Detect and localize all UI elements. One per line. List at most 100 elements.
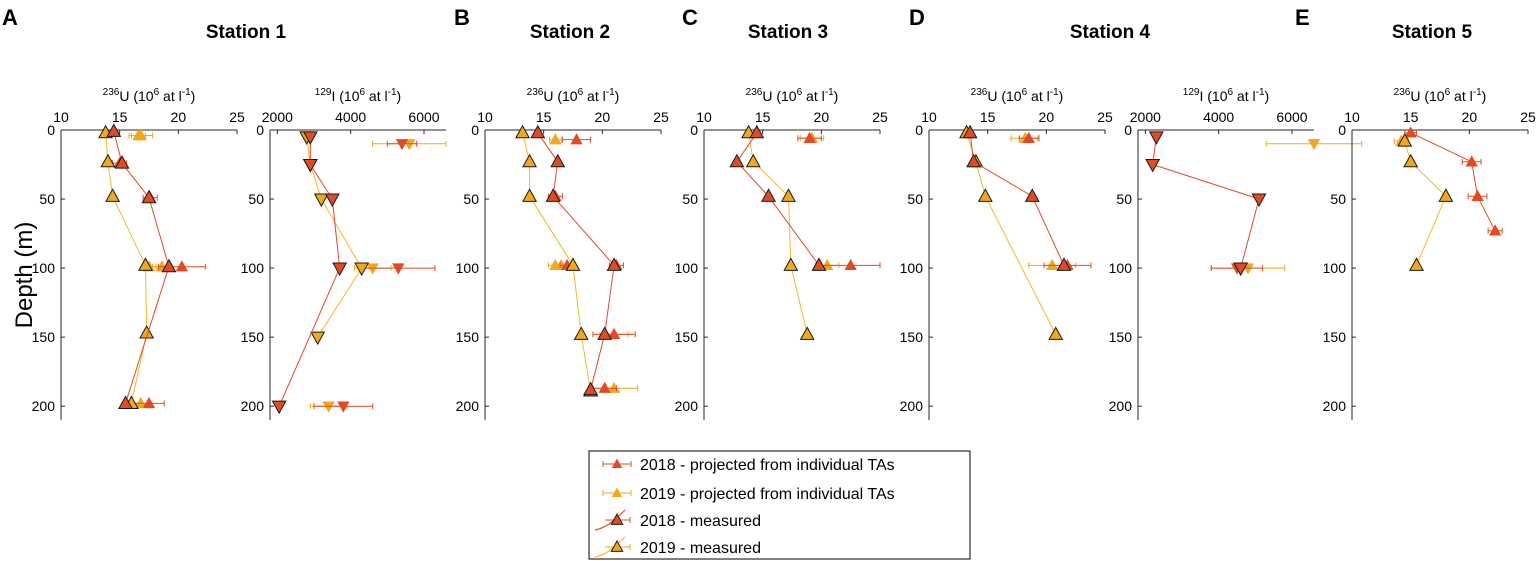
y-tick-label: 200 bbox=[1323, 398, 1347, 414]
data-point bbox=[1471, 189, 1484, 201]
series-2019-measured bbox=[1397, 133, 1454, 271]
x-tick-label: 10 bbox=[53, 109, 69, 125]
y-tick-label: 150 bbox=[456, 329, 480, 345]
data-point bbox=[1022, 131, 1035, 143]
x-axis-title-isotope-mass: 236 bbox=[1394, 87, 1411, 98]
data-point bbox=[302, 131, 318, 145]
series-2019-projected bbox=[309, 139, 447, 413]
legend-label: 2018 - projected from individual TAs bbox=[640, 457, 895, 474]
x-tick-label: 15 bbox=[980, 109, 996, 125]
y-tick-label: 200 bbox=[675, 398, 699, 414]
data-point bbox=[118, 395, 134, 409]
x-tick-label: 2000 bbox=[1130, 109, 1161, 125]
y-tick-label: 100 bbox=[900, 260, 924, 276]
data-point bbox=[799, 326, 815, 340]
y-axis-label: Depth (m) bbox=[11, 222, 38, 329]
data-point bbox=[962, 124, 978, 139]
x-tick-label: 4000 bbox=[335, 109, 366, 125]
x-tick-label: 25 bbox=[229, 109, 245, 125]
legend-item-p19: 2019 - projected from individual TAs bbox=[602, 486, 895, 503]
y-tick-label: 200 bbox=[456, 398, 480, 414]
x-axis-title-exponent: 6 bbox=[1022, 87, 1028, 98]
data-point bbox=[745, 153, 761, 168]
y-tick-label: 0 bbox=[47, 122, 55, 138]
panel-station1-i129: 2000 4000 6000 0 50 100 150 200 129I (106 at l-1… bbox=[241, 87, 447, 420]
data-point bbox=[134, 396, 147, 409]
legend-item-p18: 2018 - projected from individual TAs bbox=[602, 457, 895, 474]
data-point bbox=[966, 153, 982, 168]
data-point bbox=[780, 188, 796, 202]
data-point bbox=[977, 188, 993, 202]
x-axis-title-unit: at l bbox=[1450, 88, 1473, 104]
y-tick-label: 100 bbox=[456, 260, 480, 276]
x-axis-title: 236U (106 at l-1) bbox=[1394, 87, 1487, 104]
x-axis-title-unit-exponent: -1 bbox=[388, 87, 397, 98]
y-tick-label: 100 bbox=[241, 260, 265, 276]
x-tick-label: 10 bbox=[921, 109, 937, 125]
legend-marker bbox=[611, 487, 623, 497]
y-tick-label: 50 bbox=[682, 191, 698, 207]
data-point bbox=[1403, 153, 1419, 168]
data-point bbox=[844, 258, 857, 271]
x-axis-title-exponent: 6 bbox=[1227, 87, 1233, 98]
data-point bbox=[729, 153, 745, 168]
data-point bbox=[137, 257, 153, 271]
series-2018-measured bbox=[530, 124, 622, 396]
x-axis-title: 129I (106 at l-1) bbox=[315, 87, 401, 104]
series-2019-projected bbox=[799, 131, 840, 271]
y-tick-label: 100 bbox=[675, 260, 699, 276]
x-axis-title-unit: at l bbox=[583, 88, 606, 104]
x-axis-title-unit: at l bbox=[365, 88, 388, 104]
x-axis-title-close: ) bbox=[615, 88, 620, 104]
data-point bbox=[607, 381, 621, 393]
data-point bbox=[302, 158, 318, 173]
series-2018-measured bbox=[729, 124, 827, 271]
y-tick-label: 50 bbox=[248, 191, 264, 207]
x-tick-label: 20 bbox=[814, 109, 830, 125]
data-point bbox=[337, 401, 350, 413]
data-point bbox=[573, 326, 589, 340]
series-2018-measured bbox=[106, 123, 177, 409]
station-title-5: Station 5 bbox=[1392, 22, 1473, 43]
panel-station4-u236: 10 15 20 25 0 50 100 150 200 236U (106 at l-1) bbox=[900, 87, 1113, 420]
series-line bbox=[306, 136, 363, 338]
x-axis-title-exponent: 6 bbox=[578, 87, 584, 98]
data-point bbox=[1307, 139, 1321, 151]
data-point bbox=[1046, 258, 1059, 271]
series-line bbox=[537, 132, 615, 390]
legend-label: 2018 - measured bbox=[640, 513, 761, 530]
x-tick-label: 15 bbox=[755, 109, 771, 125]
legend-label: 2019 - projected from individual TAs bbox=[640, 486, 895, 503]
x-axis-title-exponent: 6 bbox=[797, 87, 803, 98]
series-2018-measured bbox=[1145, 131, 1267, 277]
series-2018-projected bbox=[797, 131, 881, 271]
series-2018-projected bbox=[112, 156, 206, 409]
y-tick-label: 50 bbox=[907, 191, 923, 207]
y-tick-label: 50 bbox=[463, 191, 479, 207]
series-2019-projected bbox=[1010, 131, 1077, 271]
x-axis-title-unit: at l bbox=[1233, 88, 1256, 104]
data-point bbox=[606, 257, 622, 271]
x-tick-label: 4000 bbox=[1203, 109, 1234, 125]
x-axis-title-isotope-mass: 129 bbox=[315, 87, 332, 98]
y-tick-label: 200 bbox=[900, 398, 924, 414]
legend-marker bbox=[610, 539, 624, 552]
x-tick-label: 10 bbox=[1344, 109, 1360, 125]
x-tick-label: 20 bbox=[595, 109, 611, 125]
data-point bbox=[141, 189, 157, 204]
y-tick-label: 0 bbox=[915, 122, 923, 138]
x-axis-title-isotope-mass: 129 bbox=[1183, 87, 1200, 98]
x-axis-title-unit-exponent: -1 bbox=[1050, 87, 1059, 98]
x-tick-label: 25 bbox=[653, 109, 669, 125]
legend-item-m19: 2019 - measured bbox=[594, 536, 761, 558]
y-tick-label: 200 bbox=[241, 398, 265, 414]
data-point bbox=[175, 260, 189, 272]
x-axis-title-isotope: I (10 bbox=[1199, 88, 1227, 104]
y-tick-label: 150 bbox=[1109, 329, 1133, 345]
x-axis-title-unit-exponent: -1 bbox=[825, 87, 834, 98]
data-point bbox=[100, 153, 116, 168]
y-tick-label: 150 bbox=[241, 329, 265, 345]
legend-label: 2019 - measured bbox=[640, 540, 761, 557]
